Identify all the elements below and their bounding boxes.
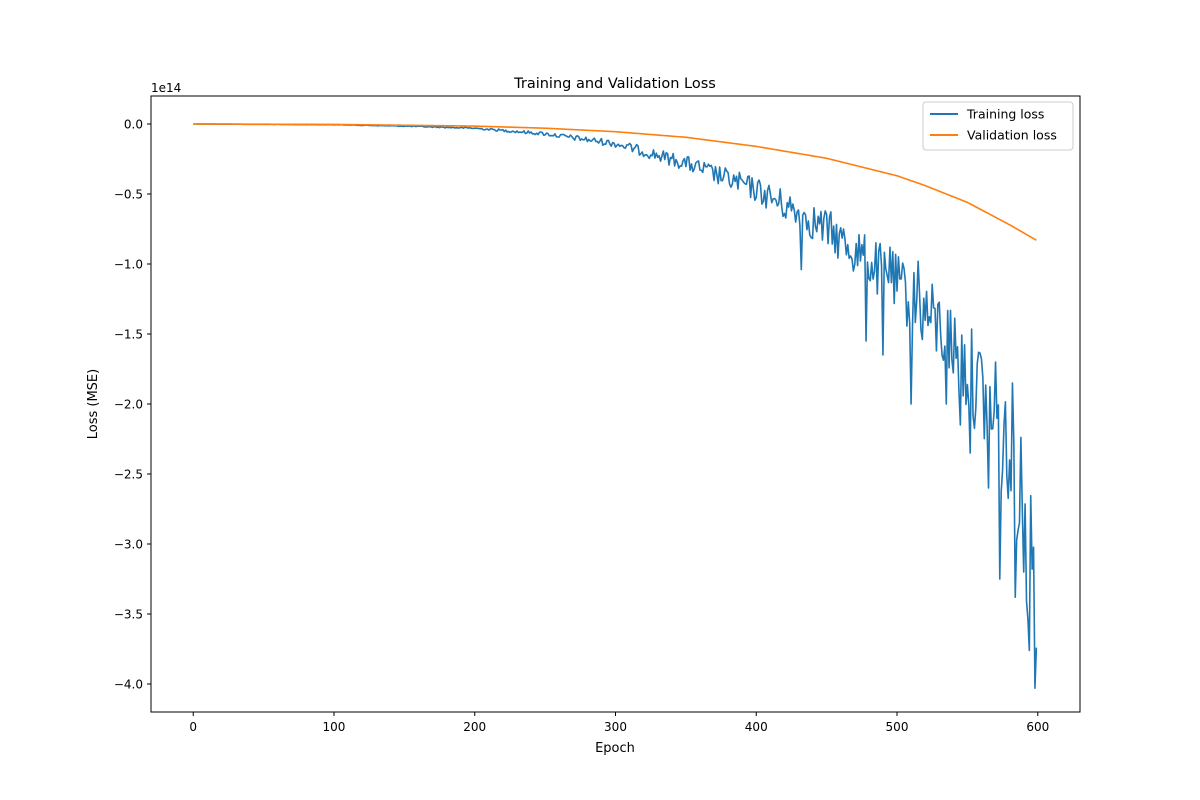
x-tick-label: 500 (886, 720, 909, 734)
y-tick-label: −1.5 (114, 328, 143, 342)
x-axis-ticks: 0 100 200 300 400 500 600 (189, 712, 1049, 734)
chart-title: Training and Validation Loss (513, 76, 716, 92)
legend-box (922, 101, 1074, 151)
series-group (193, 123, 1038, 690)
y-tick-label: −1.0 (114, 258, 143, 272)
y-tick-label: −2.5 (114, 468, 143, 482)
y-axis-label: Loss (MSE) (86, 369, 101, 439)
y-tick-label: 0.0 (124, 118, 143, 132)
legend-label-training: Training loss (966, 107, 1044, 122)
y-tick-label: −3.5 (114, 608, 143, 622)
x-tick-label: 400 (745, 720, 768, 734)
plot-frame (150, 95, 1081, 713)
y-tick-label: −4.0 (114, 678, 143, 692)
legend-label-validation: Validation loss (967, 128, 1057, 143)
x-axis-label: Epoch (595, 741, 635, 756)
y-tick-label: −2.0 (114, 398, 143, 412)
legend: Training loss Validation loss (922, 101, 1074, 151)
y-tick-label: −3.0 (114, 538, 143, 552)
x-tick-label: 0 (189, 720, 197, 734)
y-tick-label: −0.5 (114, 188, 143, 202)
x-tick-label: 200 (463, 720, 486, 734)
y-axis-ticks: 0.0 −0.5 −1.0 −1.5 −2.0 −2.5 −3.0 −3.5 −4.0 (114, 118, 151, 692)
y-offset-label: 1e14 (151, 81, 181, 95)
x-tick-label: 600 (1026, 720, 1049, 734)
x-tick-label: 100 (323, 720, 346, 734)
x-tick-label: 300 (604, 720, 627, 734)
validation-loss-line (193, 123, 1037, 241)
